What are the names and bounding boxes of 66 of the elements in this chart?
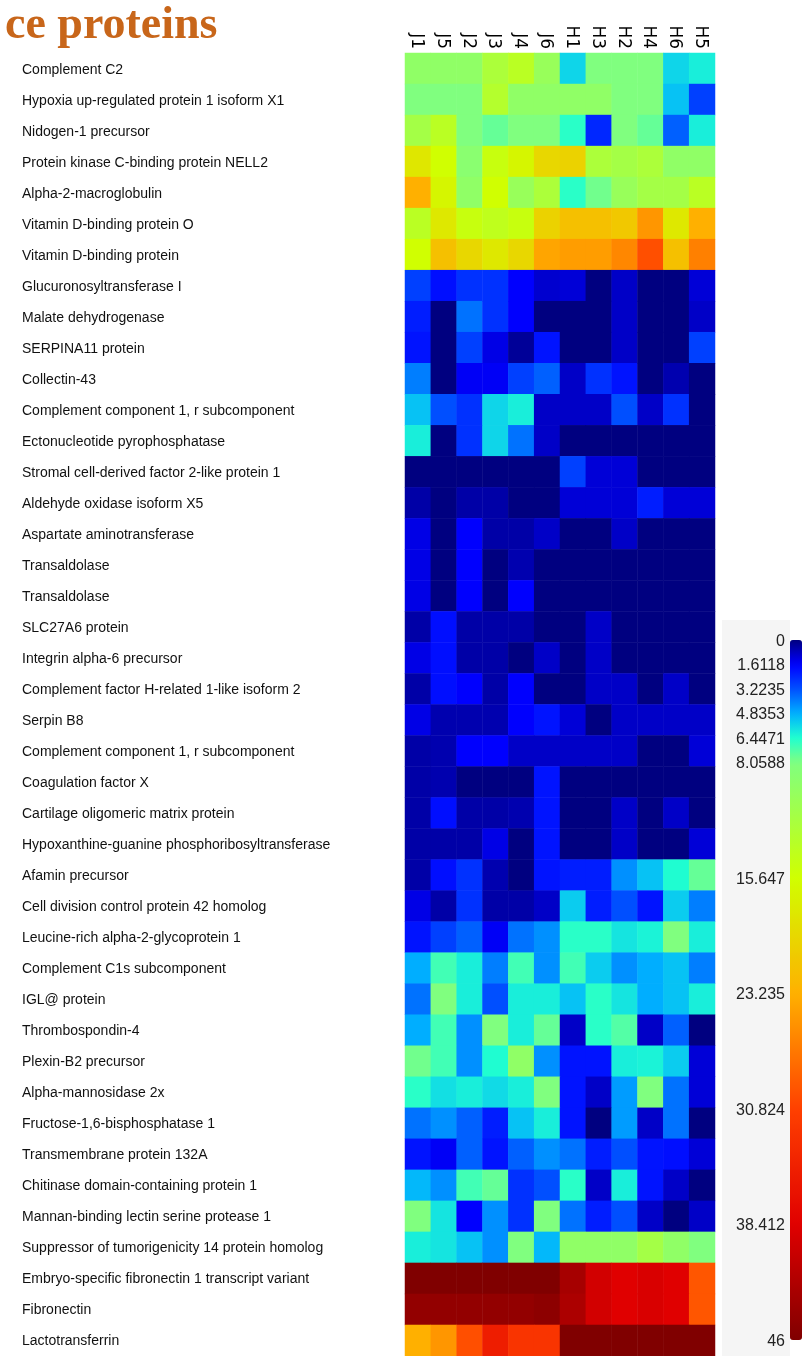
y-tick-label: Chitinase domain-containing protein 1 <box>22 1177 258 1194</box>
y-tick-label: Malate dehydrogenase <box>22 308 165 325</box>
y-tick-label: Complement component 1, r subcomponent <box>22 743 295 760</box>
color-bar-label: 1.6118 <box>737 656 786 674</box>
y-tick-label: Leucine-rich alpha-2-glycoprotein 1 <box>22 929 241 946</box>
y-tick-label: Nidogen-1 precursor <box>22 122 150 139</box>
x-tick-label: H2 <box>614 25 635 49</box>
y-tick-label: SLC27A6 protein <box>22 618 129 635</box>
y-tick-label: Aspartate aminotransferase <box>22 525 195 542</box>
y-tick-label: Transaldolase <box>22 556 110 573</box>
y-tick-label: Mannan-binding lectin serine protease 1 <box>22 1208 272 1225</box>
y-tick-label: Alpha-mannosidase 2x <box>22 1084 165 1101</box>
color-bar-label: 30.824 <box>736 1100 786 1118</box>
y-tick-label: Complement factor H-related 1-like isoform 2 <box>22 680 301 697</box>
y-tick-label: Ectonucleotide pyrophosphatase <box>22 432 226 449</box>
color-bar-label: 38.412 <box>736 1216 786 1234</box>
x-tick-label: H1 <box>562 25 583 49</box>
x-tick-label: H3 <box>588 25 609 49</box>
y-tick-label: SERPINA11 protein <box>22 339 145 356</box>
y-tick-label: Hypoxia up-regulated protein 1 isoform X1 <box>22 91 285 108</box>
x-tick-label: J6 <box>537 32 558 49</box>
y-tick-label: Hypoxanthine-guanine phosphoribosyltransferase <box>22 836 331 853</box>
y-tick-label: Alpha-2-macroglobulin <box>22 184 163 201</box>
y-tick-label: Cell division control protein 42 homolog <box>22 898 267 915</box>
y-tick-label: Cartilage oligomeric matrix protein <box>22 805 235 822</box>
color-bar-label: 4.8353 <box>736 705 786 723</box>
x-tick-label: H5 <box>692 25 713 49</box>
color-bar-label: 0 <box>776 631 786 649</box>
x-tick-label: J3 <box>485 32 506 49</box>
y-tick-label: Protein kinase C-binding protein NELL2 <box>22 153 269 170</box>
x-tick-label: H4 <box>640 25 661 49</box>
y-tick-label: Glucuronosyltransferase I <box>22 277 182 294</box>
color-bar-label: 23.235 <box>736 985 786 1003</box>
y-tick-label: Integrin alpha-6 precursor <box>22 649 183 666</box>
color-bar-label: 6.4471 <box>736 729 786 747</box>
y-tick-label: Vitamin D-binding protein <box>22 246 179 263</box>
y-tick-label: Lactotransferrin <box>22 1332 120 1349</box>
chart-title: ce proteins <box>5 0 218 48</box>
x-tick-label: J1 <box>407 32 428 49</box>
y-tick-label: Fructose-1,6-bisphosphatase 1 <box>22 1115 216 1132</box>
color-bar-label: 15.647 <box>736 869 786 887</box>
y-tick-label: Collectin-43 <box>22 370 97 387</box>
x-tick-label: H6 <box>666 25 687 49</box>
y-tick-label: Complement C1s subcomponent <box>22 960 226 977</box>
y-tick-label: Transaldolase <box>22 587 110 604</box>
y-tick-label: Plexin-B2 precursor <box>22 1053 146 1070</box>
y-tick-label: Vitamin D-binding protein O <box>22 215 194 232</box>
y-tick-label: IGL@ protein <box>22 991 106 1008</box>
color-bar-label: 8.0588 <box>736 754 786 772</box>
color-bar-label: 46 <box>767 1331 786 1349</box>
y-tick-label: Complement component 1, r subcomponent <box>22 401 295 418</box>
x-tick-label: J2 <box>459 32 480 49</box>
y-tick-label: Transmembrane protein 132A <box>22 1146 209 1163</box>
y-tick-label: Embryo-specific fibronectin 1 transcript variant <box>22 1270 310 1287</box>
y-tick-label: Fibronectin <box>22 1301 92 1318</box>
x-tick-label: J5 <box>433 32 454 49</box>
y-tick-label: Coagulation factor X <box>22 774 150 791</box>
y-tick-label: Aldehyde oxidase isoform X5 <box>22 494 204 511</box>
y-tick-label: Suppressor of tumorigenicity 14 protein homolog <box>22 1239 324 1256</box>
y-tick-label: Stromal cell-derived factor 2-like protein 1 <box>22 463 281 480</box>
color-bar-label: 3.2235 <box>736 680 786 698</box>
y-tick-label: Afamin precursor <box>22 867 129 884</box>
y-tick-label: Serpin B8 <box>22 712 84 729</box>
y-tick-label: Complement C2 <box>22 60 124 77</box>
x-tick-label: J4 <box>511 32 532 49</box>
y-tick-label: Thrombospondin-4 <box>22 1022 140 1039</box>
